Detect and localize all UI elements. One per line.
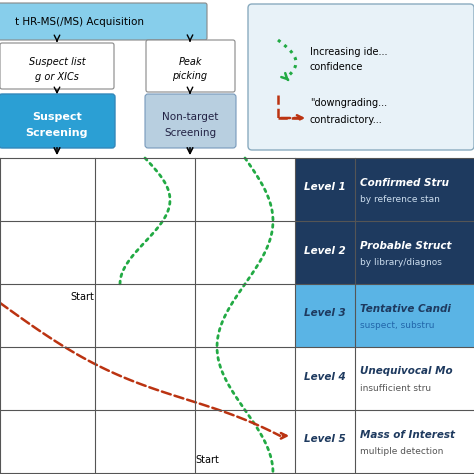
Text: Level 1: Level 1	[304, 182, 346, 192]
Text: Screening: Screening	[26, 128, 88, 138]
Text: Screening: Screening	[164, 128, 216, 138]
FancyBboxPatch shape	[145, 94, 236, 148]
Text: multiple detection: multiple detection	[360, 447, 443, 456]
Bar	[355, 410, 474, 473]
Text: by library/diagnos: by library/diagnos	[360, 258, 442, 267]
Bar	[355, 158, 474, 221]
Text: Mass of Interest: Mass of Interest	[360, 429, 455, 439]
Bar	[295, 410, 355, 473]
Text: suspect, substru: suspect, substru	[360, 321, 435, 330]
Bar	[355, 221, 474, 284]
Text: "downgrading...: "downgrading...	[310, 98, 387, 108]
FancyBboxPatch shape	[0, 43, 114, 89]
Text: Unequivocal Mo: Unequivocal Mo	[360, 366, 453, 376]
FancyBboxPatch shape	[0, 3, 207, 40]
Bar	[355, 284, 474, 347]
Bar	[355, 347, 474, 410]
Text: Peak: Peak	[178, 57, 202, 67]
Text: Level 2: Level 2	[304, 246, 346, 255]
Bar	[295, 284, 355, 347]
Text: Start: Start	[195, 455, 219, 465]
Text: Level 5: Level 5	[304, 435, 346, 445]
Text: Probable Struct: Probable Struct	[360, 240, 452, 250]
Text: by reference stan: by reference stan	[360, 195, 440, 204]
Text: picking: picking	[173, 71, 208, 81]
Text: Increasing ide...: Increasing ide...	[310, 47, 388, 57]
Text: Suspect: Suspect	[32, 112, 82, 122]
Bar	[295, 221, 355, 284]
Text: Non-target: Non-target	[162, 112, 218, 122]
FancyBboxPatch shape	[0, 94, 115, 148]
Text: Level 3: Level 3	[304, 309, 346, 319]
Bar	[295, 158, 355, 221]
Text: Level 4: Level 4	[304, 372, 346, 382]
Text: confidence: confidence	[310, 62, 364, 72]
Text: g or XICs: g or XICs	[35, 72, 79, 82]
Bar	[295, 347, 355, 410]
Text: Start: Start	[70, 292, 94, 302]
Text: contradictory...: contradictory...	[310, 115, 383, 125]
Text: Suspect list: Suspect list	[29, 57, 85, 67]
Text: t HR-MS(/MS) Acquisition: t HR-MS(/MS) Acquisition	[16, 17, 145, 27]
Text: Confirmed Stru: Confirmed Stru	[360, 177, 449, 188]
FancyBboxPatch shape	[248, 4, 474, 150]
FancyBboxPatch shape	[146, 40, 235, 92]
Text: insufficient stru: insufficient stru	[360, 384, 431, 393]
Text: Tentative Candi: Tentative Candi	[360, 303, 451, 313]
